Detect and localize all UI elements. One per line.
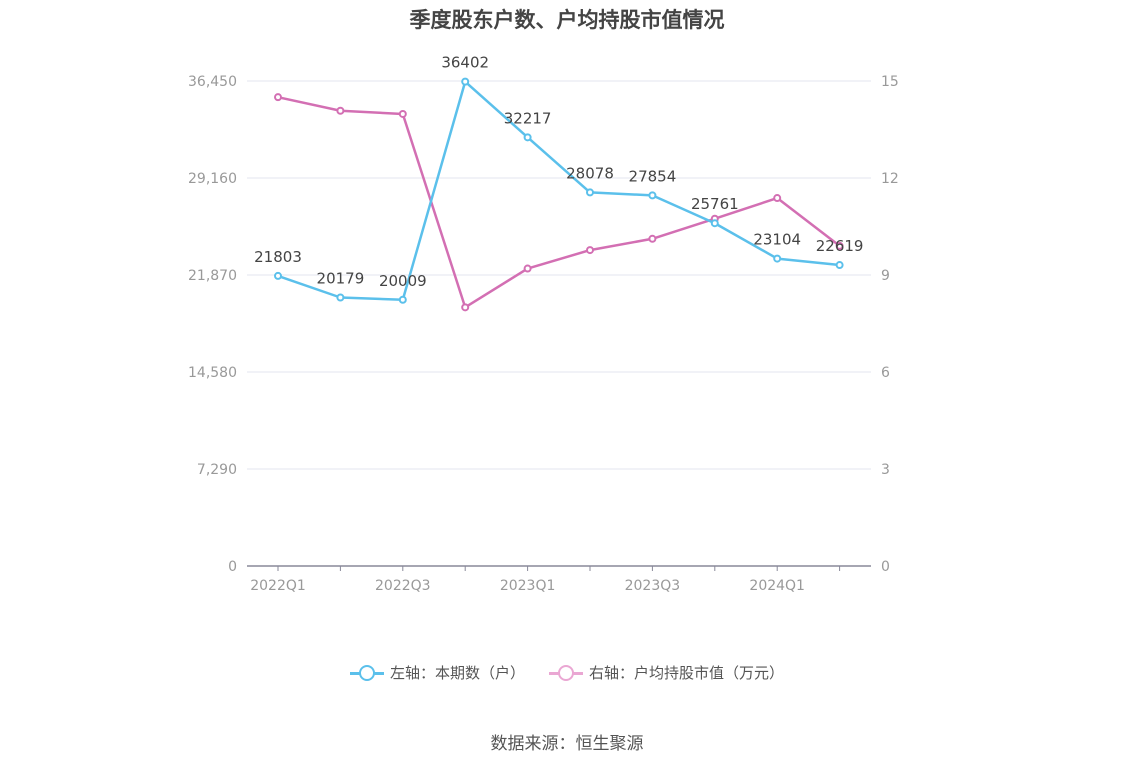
right-series-point xyxy=(398,109,407,118)
x-tick-label: 2023Q3 xyxy=(625,578,681,594)
chart-title: 季度股东户数、户均持股市值情况 xyxy=(409,8,725,32)
left-series-data-label: 36402 xyxy=(441,54,489,72)
series-lines xyxy=(274,77,844,312)
legend-label-left-series: 左轴：本期数（户） xyxy=(389,664,525,682)
right-series-point xyxy=(773,194,782,203)
left-series-data-label: 32217 xyxy=(504,109,552,127)
y-left-tick-label: 36,450 xyxy=(188,74,237,90)
y-right-tick-label: 6 xyxy=(881,365,890,381)
right-series-point xyxy=(835,241,844,250)
data-source-note: 数据来源：恒生聚源 xyxy=(490,734,644,754)
left-series-data-label: 22619 xyxy=(816,237,864,255)
x-tick-label: 2022Q1 xyxy=(250,578,306,594)
y-left-tick-label: 7,290 xyxy=(197,462,237,478)
y-left-tick-label: 14,580 xyxy=(188,365,237,381)
legend-line-circle-icon xyxy=(549,664,583,681)
x-tick-label: 2022Q3 xyxy=(375,578,431,594)
left-series-point xyxy=(710,219,719,228)
y-left-tick-label: 21,870 xyxy=(188,268,237,284)
y-left-tick-label: 0 xyxy=(228,559,237,575)
grid-lines xyxy=(247,80,871,470)
y-right-tick-label: 12 xyxy=(881,171,899,187)
y-right-tick-label: 9 xyxy=(881,268,890,284)
right-series-point xyxy=(586,246,594,255)
legend-item-left-series[interactable]: 左轴：本期数（户） xyxy=(349,662,525,683)
left-series-point xyxy=(398,295,407,304)
left-series-data-label: 23104 xyxy=(753,231,801,249)
left-series-data-label: 20179 xyxy=(317,270,365,288)
right-series-line xyxy=(276,95,841,309)
x-tick-label: 2023Q1 xyxy=(500,578,556,594)
left-series-point xyxy=(586,188,594,197)
right-series-point xyxy=(523,264,532,273)
left-series-point xyxy=(773,254,782,263)
right-series-point xyxy=(648,234,657,243)
y-right-tick-label: 15 xyxy=(881,74,899,90)
x-tick-label: 2024Q1 xyxy=(749,578,805,594)
left-series-line xyxy=(276,80,841,302)
left-series-data-label: 25761 xyxy=(691,195,739,213)
right-series-point xyxy=(336,106,345,115)
y-right-tick-label: 0 xyxy=(881,559,890,575)
right-series-point xyxy=(274,93,282,102)
left-series-point xyxy=(648,191,657,200)
y-left-tick-label: 29,160 xyxy=(188,171,237,187)
data-labels: 21803 20179 20009 36402 32217 28078 27854 25761… xyxy=(254,54,863,290)
left-series-point xyxy=(835,261,844,270)
left-series-data-label: 20009 xyxy=(379,272,427,290)
left-series-point xyxy=(461,77,470,86)
left-series-point xyxy=(274,271,282,280)
legend: 左轴：本期数（户） 右轴：户均持股市值（万元） xyxy=(0,662,1134,683)
left-series-point xyxy=(523,133,532,142)
left-series-data-label: 28078 xyxy=(566,164,614,182)
left-series-data-label: 21803 xyxy=(254,248,302,266)
legend-item-right-series[interactable]: 右轴：户均持股市值（万元） xyxy=(549,662,784,683)
legend-label-right-series: 右轴：户均持股市值（万元） xyxy=(589,664,785,682)
right-series-point xyxy=(461,303,470,312)
axes: 0 7,290 14,580 21,870 29,160 36,450 0 3 6 9 12 15 20… xyxy=(188,74,899,594)
left-series-data-label: 27854 xyxy=(629,167,677,185)
y-right-tick-label: 3 xyxy=(881,462,890,478)
legend-line-circle-icon xyxy=(349,664,384,681)
left-series-point xyxy=(336,293,345,302)
